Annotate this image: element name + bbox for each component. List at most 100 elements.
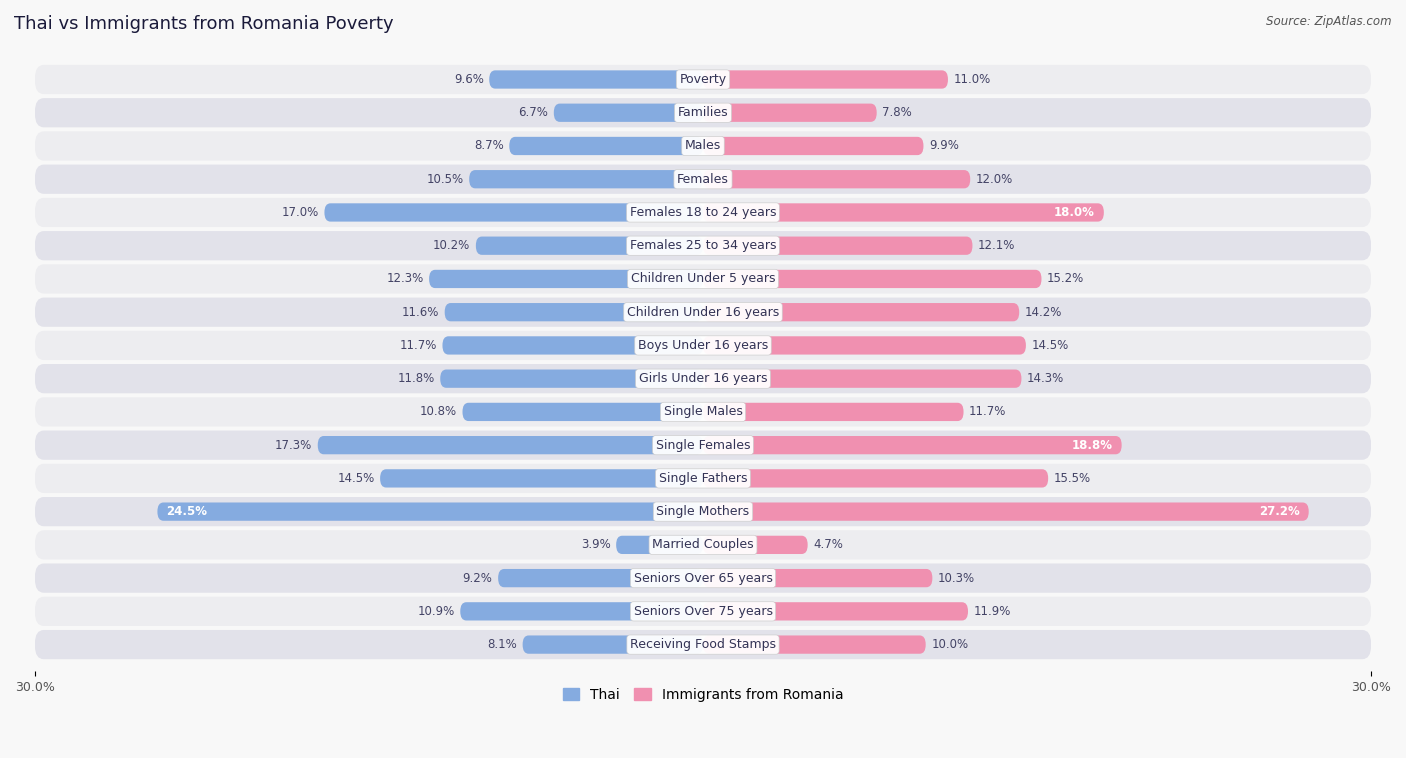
FancyBboxPatch shape (703, 337, 1026, 355)
Text: Single Fathers: Single Fathers (659, 472, 747, 485)
Text: 11.7%: 11.7% (399, 339, 437, 352)
Text: 3.9%: 3.9% (581, 538, 610, 551)
FancyBboxPatch shape (35, 198, 1371, 227)
FancyBboxPatch shape (35, 531, 1371, 559)
FancyBboxPatch shape (35, 597, 1371, 626)
FancyBboxPatch shape (703, 303, 1019, 321)
Text: Single Mothers: Single Mothers (657, 505, 749, 518)
FancyBboxPatch shape (703, 236, 973, 255)
FancyBboxPatch shape (35, 563, 1371, 593)
Text: 9.2%: 9.2% (463, 572, 492, 584)
FancyBboxPatch shape (509, 137, 703, 155)
Text: Seniors Over 65 years: Seniors Over 65 years (634, 572, 772, 584)
Text: 24.5%: 24.5% (166, 505, 207, 518)
FancyBboxPatch shape (35, 265, 1371, 293)
Text: 11.9%: 11.9% (973, 605, 1011, 618)
FancyBboxPatch shape (444, 303, 703, 321)
FancyBboxPatch shape (703, 203, 1104, 221)
FancyBboxPatch shape (523, 635, 703, 653)
FancyBboxPatch shape (703, 369, 1021, 388)
Text: Females: Females (678, 173, 728, 186)
Text: Girls Under 16 years: Girls Under 16 years (638, 372, 768, 385)
FancyBboxPatch shape (703, 536, 807, 554)
Text: 12.1%: 12.1% (979, 240, 1015, 252)
FancyBboxPatch shape (429, 270, 703, 288)
FancyBboxPatch shape (498, 569, 703, 587)
Text: Single Males: Single Males (664, 406, 742, 418)
FancyBboxPatch shape (35, 431, 1371, 460)
FancyBboxPatch shape (703, 436, 1122, 454)
FancyBboxPatch shape (470, 170, 703, 188)
Legend: Thai, Immigrants from Romania: Thai, Immigrants from Romania (557, 682, 849, 707)
Text: Thai vs Immigrants from Romania Poverty: Thai vs Immigrants from Romania Poverty (14, 15, 394, 33)
FancyBboxPatch shape (554, 104, 703, 122)
Text: 11.8%: 11.8% (398, 372, 434, 385)
Text: Married Couples: Married Couples (652, 538, 754, 551)
Text: 10.9%: 10.9% (418, 605, 454, 618)
FancyBboxPatch shape (703, 635, 925, 653)
Text: Females 18 to 24 years: Females 18 to 24 years (630, 206, 776, 219)
FancyBboxPatch shape (616, 536, 703, 554)
Text: 12.0%: 12.0% (976, 173, 1014, 186)
FancyBboxPatch shape (35, 630, 1371, 659)
FancyBboxPatch shape (35, 298, 1371, 327)
Text: 17.0%: 17.0% (281, 206, 319, 219)
FancyBboxPatch shape (489, 70, 703, 89)
Text: 14.5%: 14.5% (1032, 339, 1069, 352)
FancyBboxPatch shape (703, 70, 948, 89)
Text: Single Females: Single Females (655, 439, 751, 452)
FancyBboxPatch shape (35, 164, 1371, 194)
Text: Females 25 to 34 years: Females 25 to 34 years (630, 240, 776, 252)
Text: 6.7%: 6.7% (519, 106, 548, 119)
FancyBboxPatch shape (157, 503, 703, 521)
FancyBboxPatch shape (703, 170, 970, 188)
FancyBboxPatch shape (463, 402, 703, 421)
Text: 18.8%: 18.8% (1071, 439, 1112, 452)
FancyBboxPatch shape (703, 402, 963, 421)
Text: 11.6%: 11.6% (402, 305, 439, 318)
Text: Seniors Over 75 years: Seniors Over 75 years (634, 605, 772, 618)
Text: 10.3%: 10.3% (938, 572, 974, 584)
Text: Children Under 5 years: Children Under 5 years (631, 272, 775, 286)
Text: 7.8%: 7.8% (882, 106, 912, 119)
Text: 8.7%: 8.7% (474, 139, 503, 152)
FancyBboxPatch shape (703, 469, 1047, 487)
FancyBboxPatch shape (440, 369, 703, 388)
Text: 10.2%: 10.2% (433, 240, 470, 252)
FancyBboxPatch shape (703, 270, 1042, 288)
FancyBboxPatch shape (35, 397, 1371, 427)
FancyBboxPatch shape (703, 104, 877, 122)
Text: 4.7%: 4.7% (813, 538, 844, 551)
FancyBboxPatch shape (460, 602, 703, 621)
FancyBboxPatch shape (35, 497, 1371, 526)
Text: Boys Under 16 years: Boys Under 16 years (638, 339, 768, 352)
Text: 10.5%: 10.5% (426, 173, 464, 186)
FancyBboxPatch shape (443, 337, 703, 355)
Text: 15.2%: 15.2% (1047, 272, 1084, 286)
Text: Poverty: Poverty (679, 73, 727, 86)
FancyBboxPatch shape (35, 330, 1371, 360)
Text: 27.2%: 27.2% (1258, 505, 1299, 518)
FancyBboxPatch shape (475, 236, 703, 255)
Text: 14.5%: 14.5% (337, 472, 374, 485)
Text: Children Under 16 years: Children Under 16 years (627, 305, 779, 318)
Text: Males: Males (685, 139, 721, 152)
Text: 17.3%: 17.3% (276, 439, 312, 452)
Text: 10.0%: 10.0% (931, 638, 969, 651)
FancyBboxPatch shape (703, 137, 924, 155)
FancyBboxPatch shape (35, 364, 1371, 393)
Text: 11.0%: 11.0% (953, 73, 991, 86)
FancyBboxPatch shape (35, 65, 1371, 94)
FancyBboxPatch shape (35, 98, 1371, 127)
Text: Families: Families (678, 106, 728, 119)
FancyBboxPatch shape (35, 464, 1371, 493)
Text: 18.0%: 18.0% (1054, 206, 1095, 219)
FancyBboxPatch shape (325, 203, 703, 221)
Text: 9.9%: 9.9% (929, 139, 959, 152)
Text: 15.5%: 15.5% (1053, 472, 1091, 485)
FancyBboxPatch shape (380, 469, 703, 487)
Text: Receiving Food Stamps: Receiving Food Stamps (630, 638, 776, 651)
FancyBboxPatch shape (703, 602, 967, 621)
Text: 14.2%: 14.2% (1025, 305, 1062, 318)
FancyBboxPatch shape (703, 503, 1309, 521)
